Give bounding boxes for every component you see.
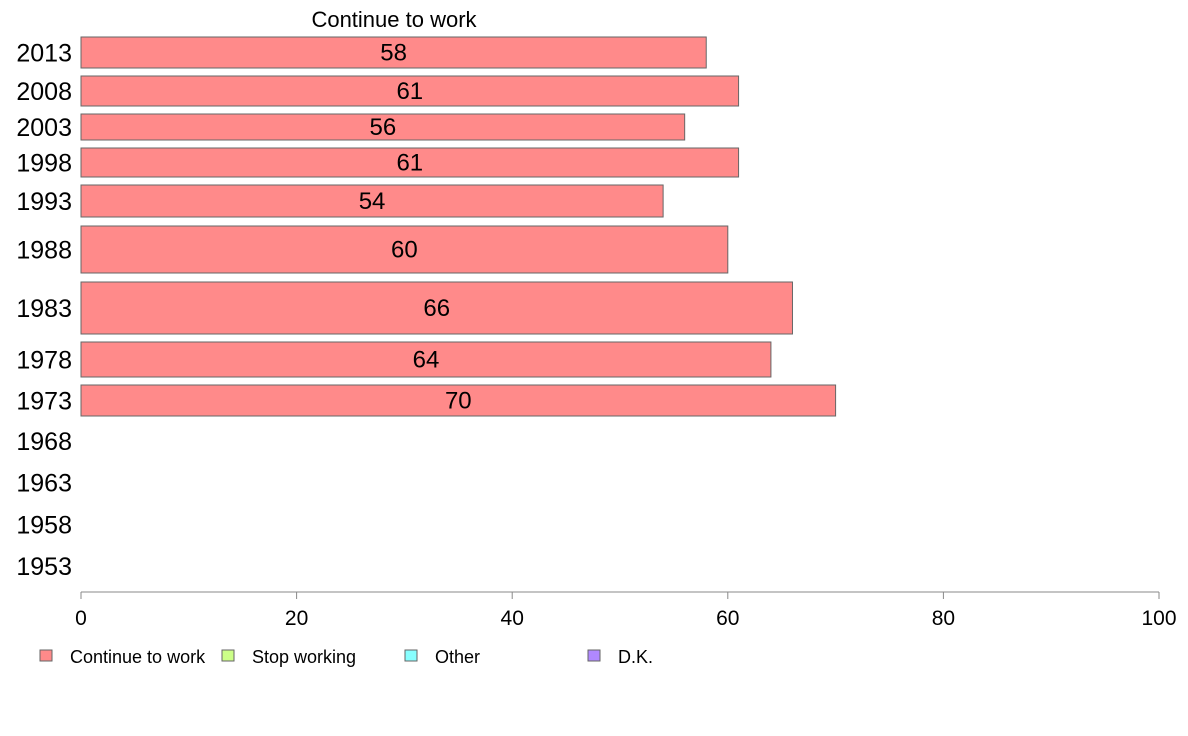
category-labels: 2013 2008 2003 1998 1993 1988 1983 1978 1973 1968… <box>16 40 72 582</box>
data-label-2008: 61 <box>396 78 423 105</box>
x-tick-label-80: 80 <box>932 607 955 630</box>
bars <box>80 36 837 417</box>
category-label-1983: 1983 <box>16 295 72 323</box>
category-label-2008: 2008 <box>16 78 72 106</box>
bar-1973 <box>80 384 837 417</box>
category-label-1993: 1993 <box>16 188 72 216</box>
x-tick-label-60: 60 <box>716 607 739 630</box>
data-label-1998: 61 <box>396 150 423 177</box>
category-label-2003: 2003 <box>16 114 72 142</box>
bar-1978 <box>80 341 772 378</box>
legend-swatch-d-k <box>587 649 601 662</box>
category-label-1988: 1988 <box>16 237 72 265</box>
category-label-1978: 1978 <box>16 347 72 375</box>
legend-label-stop-working: Stop working <box>252 647 356 667</box>
category-label-1963: 1963 <box>16 470 72 498</box>
x-tick-label-40: 40 <box>501 607 524 630</box>
chart-title: Continue to work <box>311 7 477 32</box>
legend-swatch-other <box>404 649 418 662</box>
data-label-2003: 56 <box>369 114 396 141</box>
data-label-2013: 58 <box>380 40 407 67</box>
category-label-1958: 1958 <box>16 512 72 540</box>
bar-1983 <box>80 281 793 335</box>
x-tick-label-100: 100 <box>1141 607 1176 630</box>
legend-swatch-continue-to-work <box>39 649 53 662</box>
category-label-1968: 1968 <box>16 428 72 456</box>
legend: Continue to work Stop working Other D.K. <box>39 647 653 667</box>
bar-2013 <box>80 36 707 69</box>
bar-2008 <box>80 75 740 107</box>
data-label-1993: 54 <box>359 188 386 215</box>
bar-1993 <box>80 184 664 218</box>
x-tick-label-0: 0 <box>75 607 87 630</box>
data-label-1988: 60 <box>391 237 418 264</box>
category-label-1973: 1973 <box>16 388 72 416</box>
category-label-1953: 1953 <box>16 553 72 581</box>
bar-1998 <box>80 147 740 178</box>
legend-label-d-k: D.K. <box>618 647 653 667</box>
data-label-1973: 70 <box>445 388 472 415</box>
x-axis: 0 20 40 60 80 100 <box>75 591 1177 630</box>
category-label-2013: 2013 <box>16 40 72 68</box>
data-label-1983: 66 <box>423 295 450 322</box>
legend-label-other: Other <box>435 647 480 667</box>
bar-2003 <box>80 113 686 141</box>
legend-swatch-stop-working <box>221 649 235 662</box>
bar-1988 <box>80 225 729 274</box>
legend-label-continue-to-work: Continue to work <box>70 647 206 667</box>
x-tick-label-20: 20 <box>285 607 308 630</box>
data-label-1978: 64 <box>413 347 440 374</box>
category-label-1998: 1998 <box>16 150 72 178</box>
